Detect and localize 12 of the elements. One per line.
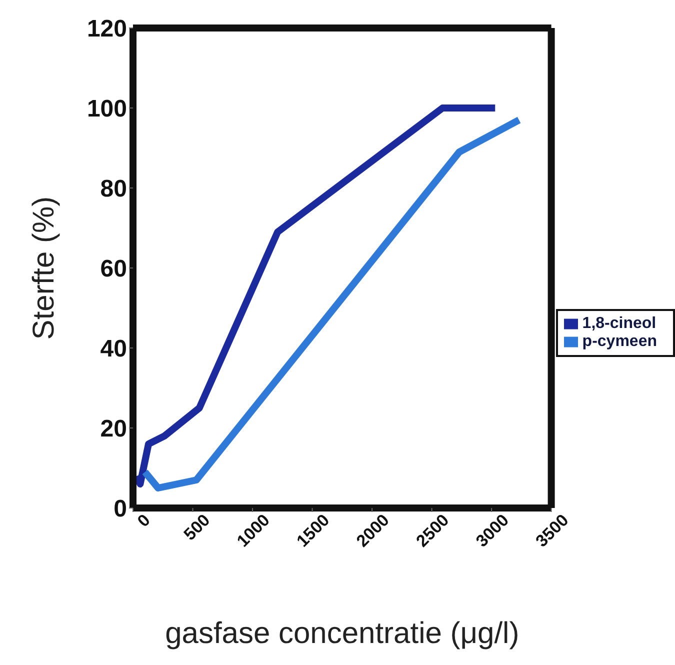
legend-label: 1,8-cineol (582, 315, 656, 332)
x-axis-title: gasfase concentratie (μg/l) (165, 617, 520, 650)
y-tick-label: 60 (100, 256, 127, 283)
y-axis-title: Sterfte (%) (28, 196, 61, 340)
y-tick-label: 80 (100, 176, 127, 203)
x-tick-label: 500 (180, 510, 214, 544)
y-tick-label: 100 (86, 96, 127, 123)
legend-label: p-cymeen (582, 333, 657, 350)
y-tick-label: 20 (100, 416, 127, 443)
y-tick-label: 120 (86, 16, 127, 43)
x-tick-label: 0 (134, 510, 154, 531)
y-tick-label: 40 (100, 336, 127, 363)
